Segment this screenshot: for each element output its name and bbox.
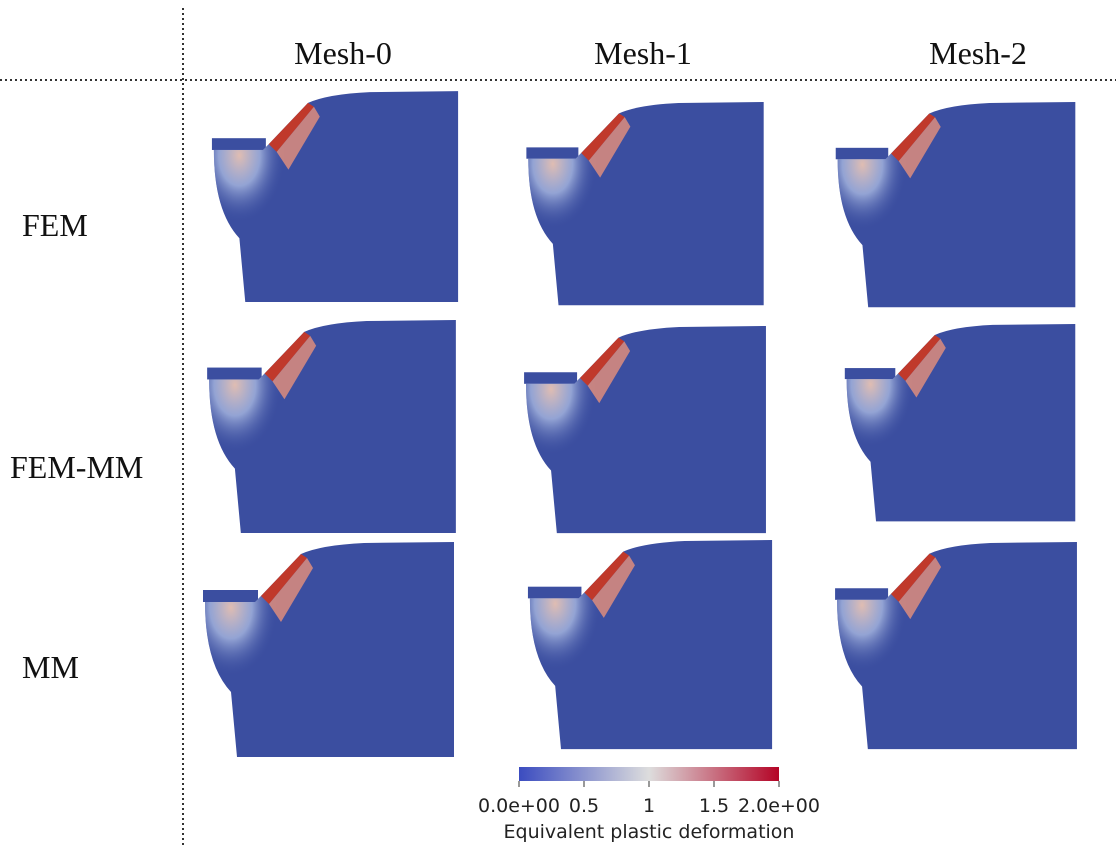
colorbar: [519, 767, 779, 781]
simulation-image: [526, 102, 764, 306]
simulation-image: [207, 320, 456, 534]
column-header: Mesh-1: [594, 35, 692, 71]
tick-label: 0.5: [569, 795, 599, 817]
tick-label: 1.5: [699, 795, 729, 817]
tick-label: 2.0e+00: [738, 795, 820, 817]
simulation-image: [203, 542, 454, 757]
simulation-image: [524, 326, 766, 534]
simulation-image: [844, 324, 1076, 522]
simulation-image: [527, 540, 773, 750]
simulation-grid: [203, 91, 1077, 757]
simulation-image: [835, 102, 1076, 308]
tick-label: 1: [643, 795, 655, 817]
simulation-image: [835, 542, 1077, 750]
tick-label: 0.0e+00: [478, 795, 560, 817]
colorbar-label: Equivalent plastic deformation: [504, 821, 795, 843]
row-label: FEM-MM: [10, 449, 143, 485]
column-header: Mesh-0: [294, 35, 392, 71]
column-header: Mesh-2: [929, 35, 1027, 71]
row-label: MM: [22, 649, 79, 685]
colorbar-ticks: 0.0e+00 0.5 1 1.5 2.0e+00: [478, 781, 820, 817]
row-label: FEM: [22, 207, 88, 243]
simulation-image: [211, 91, 459, 302]
